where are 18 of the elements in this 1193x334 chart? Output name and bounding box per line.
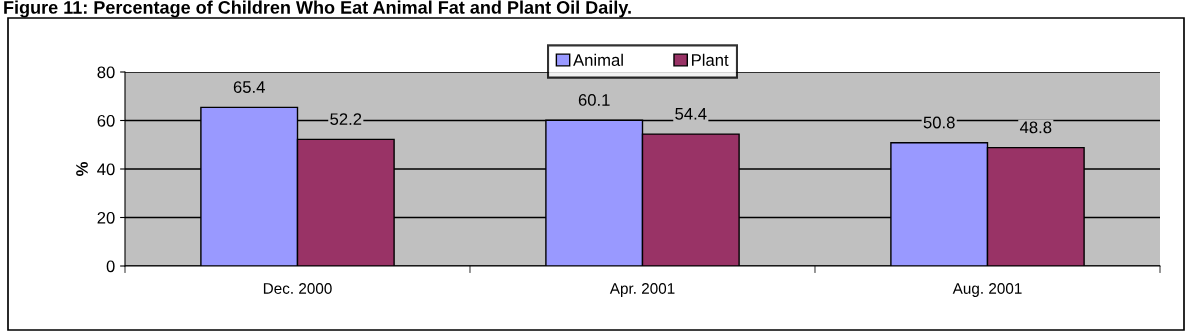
data-label: 65.4 [233, 81, 265, 93]
y-tick-label: 80 [97, 66, 115, 79]
legend-label: Animal [573, 53, 623, 66]
chart-title: Figure 11: Percentage of Children Who Eat Animal Fat and Plant Oil Daily. [4, 0, 631, 18]
y-tick-label: 0 [106, 260, 115, 273]
data-label: 60.1 [578, 94, 610, 106]
data-label: 52.2 [330, 113, 362, 126]
y-axis-title: % [76, 162, 88, 176]
x-tick-label: Apr. 2001 [609, 283, 675, 297]
data-label: 54.4 [675, 108, 707, 120]
y-tick-label: 20 [97, 211, 115, 224]
y-tick-label: 60 [97, 114, 115, 127]
x-tick-label: Aug. 2001 [952, 283, 1022, 297]
x-tick-label: Dec. 2000 [263, 283, 332, 294]
data-label: 48.8 [1019, 121, 1052, 134]
legend-label: Plant [692, 53, 729, 66]
data-label: 50.8 [923, 116, 955, 129]
y-tick-label: 40 [97, 163, 115, 176]
